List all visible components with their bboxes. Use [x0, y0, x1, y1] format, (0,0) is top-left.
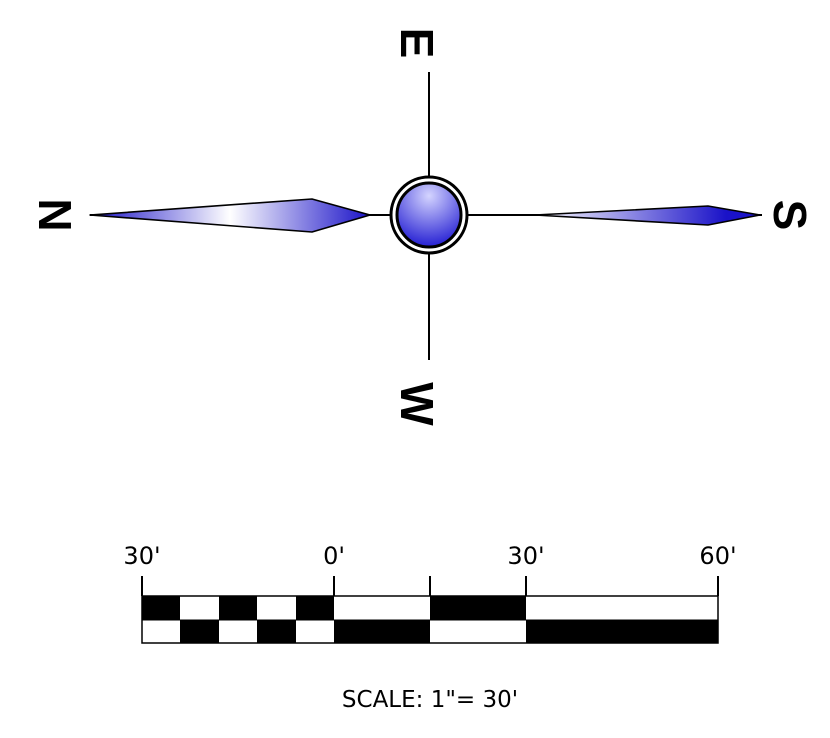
scale-caption: SCALE: 1"= 30' — [342, 687, 518, 713]
scale-segment-filled — [430, 596, 526, 620]
scale-tick-label: 30' — [123, 542, 160, 570]
compass-rose: N E S W — [29, 28, 816, 427]
compass-hub — [395, 181, 463, 249]
scale-segment-blank — [526, 596, 718, 620]
compass-label-north: N — [29, 198, 81, 231]
scale-segment-filled — [180, 620, 219, 643]
scale-segment-blank — [296, 620, 334, 643]
compass-label-west: W — [391, 382, 443, 426]
scale-segment-filled — [257, 620, 296, 643]
compass-needle-north — [89, 198, 371, 233]
compass-needle-south — [534, 205, 761, 226]
scale-segment-filled — [142, 596, 180, 620]
scale-tick-label: 60' — [699, 542, 736, 570]
scale-segment-blank — [257, 596, 296, 620]
graphic-scale-bar: 30' 0' 30' 60' SCALE: 1"= 30' — [123, 542, 736, 713]
scale-segment-filled — [296, 596, 334, 620]
scale-tick-label: 0' — [323, 542, 345, 570]
scale-segment-blank — [219, 620, 257, 643]
scale-segment-filled — [219, 596, 257, 620]
scale-tick-label: 30' — [507, 542, 544, 570]
scale-segment-blank — [430, 620, 526, 643]
scale-segment-filled — [526, 620, 718, 643]
compass-label-east: E — [391, 28, 443, 59]
scale-segment-blank — [334, 596, 430, 620]
scale-segment-filled — [334, 620, 430, 643]
scale-segment-blank — [142, 620, 180, 643]
compass-label-south: S — [764, 200, 816, 231]
scale-segment-blank — [180, 596, 219, 620]
